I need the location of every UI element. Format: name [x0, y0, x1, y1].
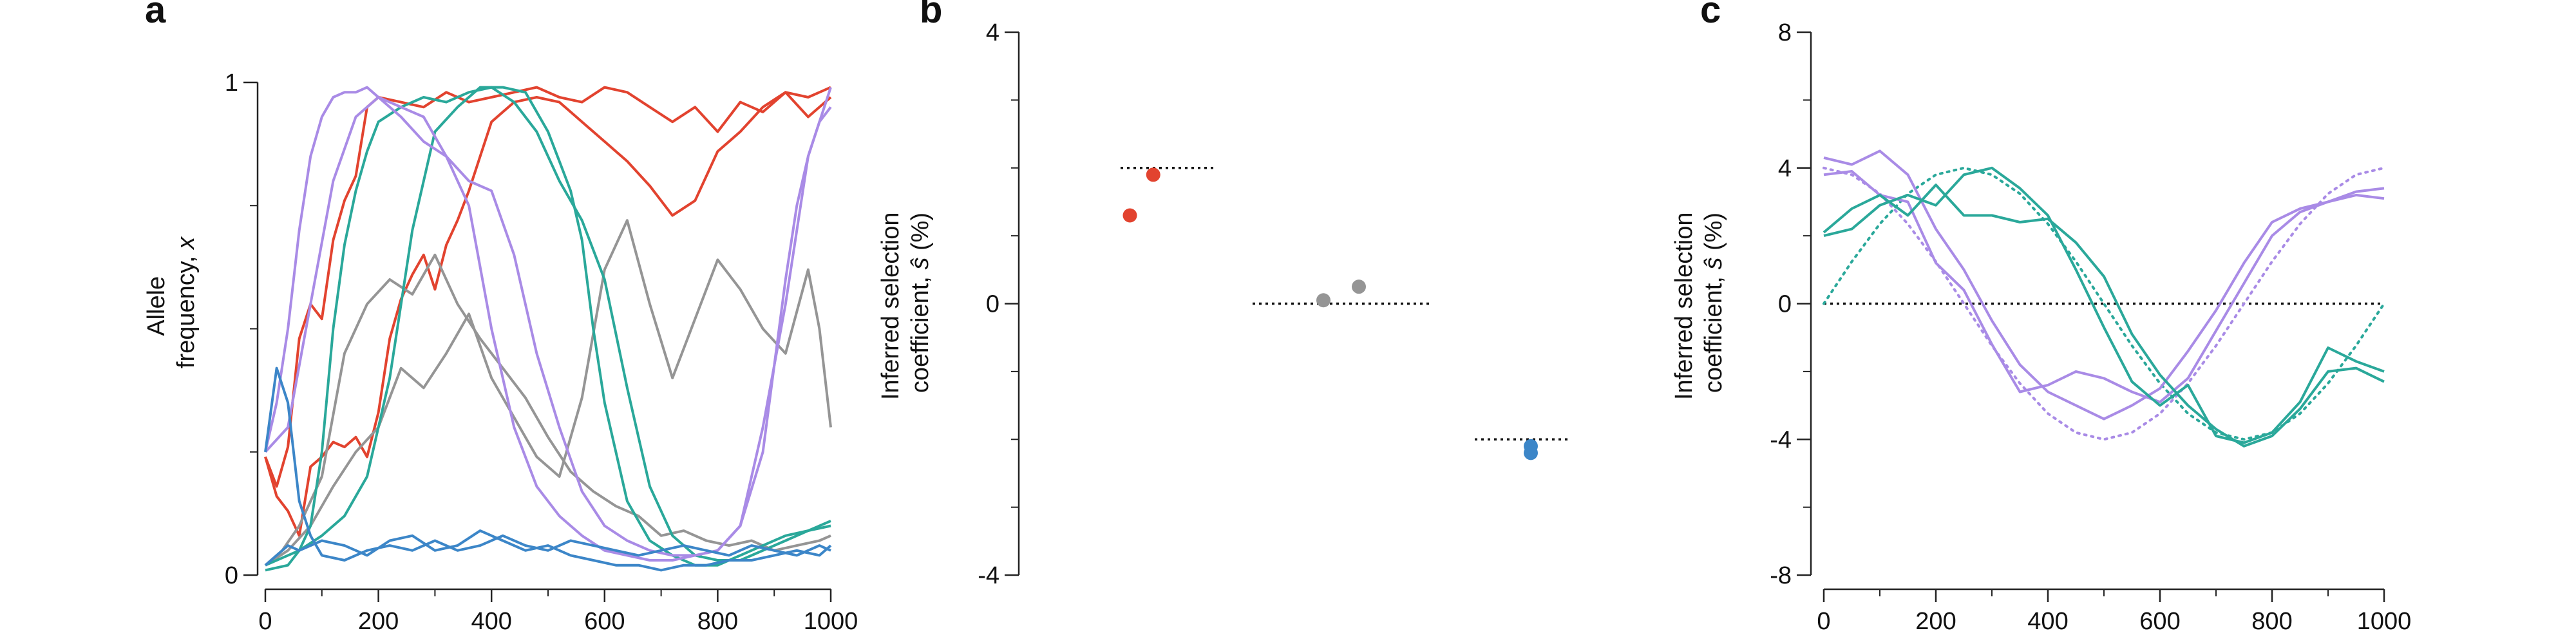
panel-b-y-tick-label: -4 [978, 562, 999, 589]
inferred-selection-curve-teal [1823, 166, 2385, 444]
panel-a-trajectories [264, 86, 832, 572]
panel-b-axes: 4 0 -4 [978, 19, 1020, 589]
panel-c-y-tick-label: -4 [1770, 426, 1792, 453]
panel-c-y-tick-label: -8 [1770, 562, 1792, 589]
inferred-point-gray [1316, 293, 1331, 308]
panel-c-x-tick-label: 800 [2251, 608, 2292, 635]
panel-c-x-tick-label: 0 [1817, 608, 1830, 635]
allele-trajectory-blue [264, 366, 831, 562]
panel-b-y-tick-label: 0 [986, 291, 999, 318]
inferred-point-blue [1524, 446, 1538, 460]
panel-c-ylabel: Inferred selection coefficient, ŝ (%) [1671, 205, 1727, 400]
panel-b-points [1121, 167, 1568, 460]
panel-c-ylabel-line1: Inferred selection [1671, 213, 1698, 401]
inferred-point-gray [1352, 279, 1366, 294]
panel-a-x-tick-label: 400 [471, 608, 511, 635]
panel-a-ylabel: Allele frequency, x [143, 236, 200, 368]
panel-c-x-tick-label: 200 [1915, 608, 1956, 635]
inferred-point-red [1146, 167, 1160, 182]
panel-c-x-tick-label: 600 [2139, 608, 2180, 635]
panel-b: b 4 0 -4 Inferred selection coefficient, ŝ… [877, 0, 1568, 589]
panel-a-y-tick-label: 0 [225, 562, 238, 589]
allele-trajectory-teal [265, 86, 831, 572]
panel-a-axes: 0 1 0 200 400 600 800 1000 [225, 70, 858, 635]
panel-a-y-tick-label: 1 [225, 70, 238, 97]
panel-b-ylabel: Inferred selection coefficient, ŝ (%) [877, 205, 934, 400]
true-selection-curve-purple [1823, 166, 2385, 441]
panel-c-x-tick-label: 1000 [2357, 608, 2412, 635]
panel-letter-c: c [1700, 0, 1721, 31]
panel-a-x-tick-label: 0 [258, 608, 272, 635]
inferred-selection-curve-teal [1823, 184, 2385, 448]
allele-trajectory-red [264, 86, 831, 537]
allele-trajectory-gray [264, 253, 831, 567]
panel-c-y-tick-label: 4 [1778, 155, 1792, 182]
inferred-selection-curve-purple [1823, 149, 2385, 421]
true-selection-curve-teal [1823, 166, 2385, 441]
panel-a-ylabel-line2: frequency, x [173, 236, 200, 368]
allele-trajectory-blue [264, 529, 832, 572]
panel-a-x-tick-label: 800 [697, 608, 738, 635]
panel-a: a 0 1 0 200 400 600 800 1000 Allele frequency, … [143, 0, 858, 635]
panel-c-y-tick-label: 0 [1778, 291, 1792, 318]
allele-trajectory-purple [264, 96, 832, 562]
panel-a-x-tick-label: 1000 [804, 608, 858, 635]
panel-letter-a: a [145, 0, 166, 31]
panel-c: c 8 4 0 -4 -8 0 200 400 600 800 1000 Inferred sele… [1671, 0, 2411, 635]
panel-c-curves [1823, 149, 2385, 448]
panel-b-ylabel-line2: coefficient, ŝ (%) [907, 213, 934, 393]
inferred-selection-curve-purple [1823, 170, 2385, 404]
allele-trajectory-gray [264, 219, 832, 567]
panel-b-y-tick-label: 4 [986, 19, 999, 46]
panel-a-ylabel-line1: Allele [143, 276, 170, 336]
panel-a-x-tick-label: 600 [584, 608, 625, 635]
panel-c-axes: 8 4 0 -4 -8 0 200 400 600 800 1000 [1770, 19, 2411, 635]
panel-c-x-tick-label: 400 [2027, 608, 2068, 635]
panel-letter-b: b [920, 0, 942, 31]
panel-b-ylabel-line1: Inferred selection [877, 213, 904, 401]
panel-c-y-tick-label: 8 [1778, 19, 1792, 46]
panel-a-x-tick-label: 200 [358, 608, 399, 635]
inferred-point-red [1122, 208, 1137, 223]
panel-c-ylabel-line2: coefficient, ŝ (%) [1700, 213, 1727, 393]
allele-trajectory-red [264, 86, 832, 488]
